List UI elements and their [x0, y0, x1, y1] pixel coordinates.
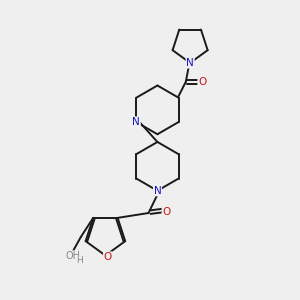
Text: N: N: [132, 117, 140, 127]
Text: N: N: [186, 58, 194, 68]
Text: H: H: [76, 256, 83, 266]
Text: O: O: [198, 77, 206, 87]
Text: O: O: [162, 206, 170, 217]
Text: N: N: [154, 186, 161, 196]
Text: O: O: [104, 252, 112, 262]
Text: OH: OH: [66, 251, 81, 261]
